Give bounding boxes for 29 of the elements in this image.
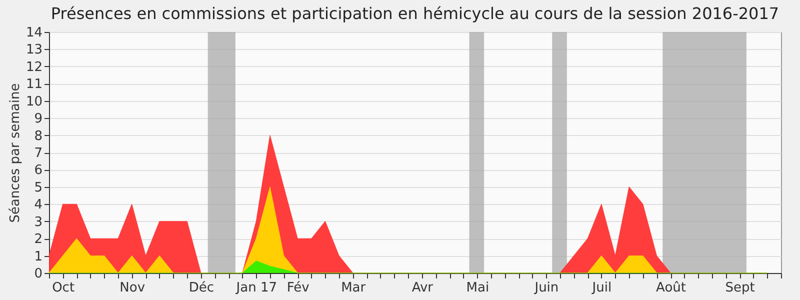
y-tick-label: 8 — [34, 128, 42, 144]
x-tick-label: Oct — [52, 280, 75, 296]
y-tick-label: 10 — [26, 94, 42, 110]
x-tick-label: Sept — [725, 280, 755, 296]
x-tick-label: Avr — [412, 280, 434, 296]
x-tick-label: Août — [656, 280, 686, 296]
y-tick-label: 12 — [26, 60, 42, 75]
y-tick-label: 3 — [34, 214, 42, 230]
y-tick-label: 13 — [26, 42, 42, 58]
y-tick-label: 1 — [34, 249, 42, 264]
y-tick-label: 14 — [26, 26, 42, 40]
y-tick-label: 5 — [34, 180, 42, 196]
y-tick-label: 9 — [34, 112, 42, 127]
x-tick-label: Juil — [591, 280, 612, 296]
y-tick-label: 4 — [34, 198, 42, 213]
y-tick-label: 7 — [34, 146, 42, 161]
y-tick-label: 6 — [34, 163, 42, 178]
x-tick-label: Nov — [120, 280, 146, 296]
y-tick-label: 0 — [34, 266, 42, 282]
x-tick-label: Juin — [534, 280, 559, 296]
x-tick-label: Mar — [341, 280, 366, 296]
x-tick-label: Jan 17 — [235, 280, 278, 296]
x-tick-label: Mai — [466, 280, 490, 296]
y-tick-label: 11 — [26, 77, 42, 92]
x-tick-label: Fév — [286, 280, 310, 296]
chart-title: Présences en commissions et participation en hémicycle au cours de la session 2016-2017 — [50, 4, 780, 23]
y-axis-title: Séances par semaine — [8, 83, 23, 223]
y-tick-label: 2 — [34, 232, 42, 248]
x-tick-label: Déc — [188, 280, 214, 296]
